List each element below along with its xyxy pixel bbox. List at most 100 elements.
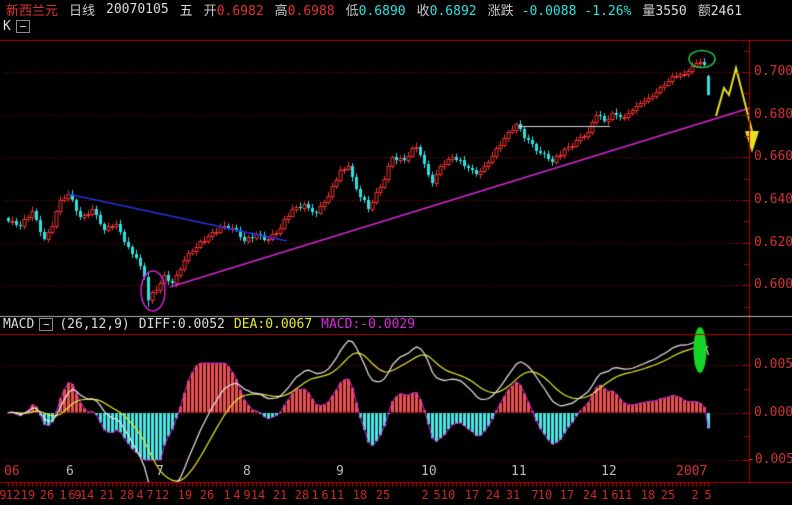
macd-label: MACD:	[321, 317, 361, 332]
day-label: 31	[505, 488, 521, 502]
dea-value: 0.0067	[265, 317, 313, 332]
month-label: 6	[66, 464, 74, 479]
day-label: 1	[601, 488, 609, 502]
month-label: 2007	[676, 464, 708, 479]
high-value: 0.6988	[287, 4, 335, 19]
day-label: 19	[177, 488, 193, 502]
day-label: 24	[582, 488, 598, 502]
price-axis-label: 0.620	[754, 235, 792, 250]
period-label: 日线	[69, 4, 96, 19]
day-label: 5	[433, 488, 441, 502]
change-field: 涨跌 -0.0088 -1.26%	[488, 0, 632, 19]
day-label: 18	[640, 488, 656, 502]
amount-field: 额2461	[698, 0, 742, 19]
day-label: 12	[5, 488, 21, 502]
day-label: 28	[119, 488, 135, 502]
month-label: 10	[421, 464, 437, 479]
volume-label: 量	[642, 4, 656, 19]
day-label: 4	[233, 488, 241, 502]
macd-axis-label: 0.0000	[754, 405, 792, 420]
day-label: 6	[321, 488, 329, 502]
day-label: 9	[243, 488, 251, 502]
open-value: 0.6982	[216, 4, 264, 19]
change-value: -0.0088	[521, 4, 577, 19]
price-axis-label: 0.660	[754, 149, 792, 164]
month-label: 12	[601, 464, 617, 479]
day-label: 1	[59, 488, 67, 502]
day-label: 7	[531, 488, 539, 502]
day-label: 17	[464, 488, 480, 502]
month-label: 8	[243, 464, 251, 479]
open-label: 开	[203, 4, 217, 19]
day-label: 25	[375, 488, 391, 502]
info-bar: 新西兰元 日线 20070105 五 开0.6982 高0.6988 低0.68…	[6, 0, 753, 19]
macd-title: MACD	[3, 317, 35, 332]
amount-value: 2461	[710, 4, 743, 19]
day-label: 6	[611, 488, 619, 502]
weekday-value: 五	[179, 4, 193, 19]
macd-value: -0.0029	[360, 317, 416, 332]
open-field: 开0.6982	[204, 0, 264, 19]
day-label: 26	[199, 488, 215, 502]
month-label: 11	[511, 464, 527, 479]
main-panel-indicator-label: K	[3, 19, 11, 34]
macd-field: MACD:-0.0029	[321, 317, 415, 332]
price-axis-label: 0.680	[754, 107, 792, 122]
dea-label: DEA:	[233, 317, 266, 332]
low-label: 低	[345, 4, 359, 19]
amount-label: 额	[697, 4, 711, 19]
close-label: 收	[416, 4, 430, 19]
day-label: 21	[99, 488, 115, 502]
day-label: 26	[39, 488, 55, 502]
day-label: 2	[691, 488, 699, 502]
day-label: 18	[352, 488, 368, 502]
low-value: 0.6890	[358, 4, 406, 19]
day-label: 24	[485, 488, 501, 502]
dea-field: DEA:0.0067	[234, 317, 312, 332]
macd-panel-header: MACD − (26,12,9) DIFF:0.0052 DEA:0.0067 …	[3, 317, 424, 332]
month-label: 7	[156, 464, 164, 479]
month-label: 06	[4, 464, 20, 479]
price-axis-label: 0.700	[754, 64, 792, 79]
day-label: 1	[311, 488, 319, 502]
date-value: 20070105	[106, 2, 169, 17]
day-label: 5	[704, 488, 712, 502]
day-label: 17	[559, 488, 575, 502]
main-panel-collapse-button[interactable]: −	[15, 20, 30, 33]
day-label: 9	[0, 488, 7, 502]
price-axis-label: 0.600	[754, 277, 792, 292]
day-label: 14	[250, 488, 266, 502]
day-label: 25	[660, 488, 676, 502]
diff-value: 0.0052	[177, 317, 225, 332]
month-label: 9	[336, 464, 344, 479]
day-label: 21	[272, 488, 288, 502]
day-label: 12	[154, 488, 170, 502]
volume-field: 量3550	[642, 0, 686, 19]
price-axis-label: 0.640	[754, 192, 792, 207]
low-field: 低0.6890	[346, 0, 406, 19]
day-label: 28	[294, 488, 310, 502]
macd-collapse-button[interactable]: −	[39, 318, 54, 331]
day-label: 14	[79, 488, 95, 502]
day-label: 10	[537, 488, 553, 502]
day-label: 11	[329, 488, 345, 502]
symbol-name: 新西兰元	[6, 4, 59, 19]
high-field: 高0.6988	[275, 0, 335, 19]
volume-value: 3550	[655, 4, 687, 19]
close-field: 收0.6892	[417, 0, 477, 19]
close-value: 0.6892	[429, 4, 477, 19]
diff-field: DIFF:0.0052	[139, 317, 225, 332]
day-label: 6	[68, 488, 76, 502]
macd-params: (26,12,9)	[59, 317, 130, 332]
main-panel-header: K −	[3, 19, 36, 34]
high-label: 高	[274, 4, 288, 19]
change-label: 涨跌	[487, 4, 514, 19]
day-label: 7	[146, 488, 154, 502]
day-label: 19	[20, 488, 36, 502]
change-pct-value: -1.26%	[584, 4, 632, 19]
day-label: 2	[421, 488, 429, 502]
